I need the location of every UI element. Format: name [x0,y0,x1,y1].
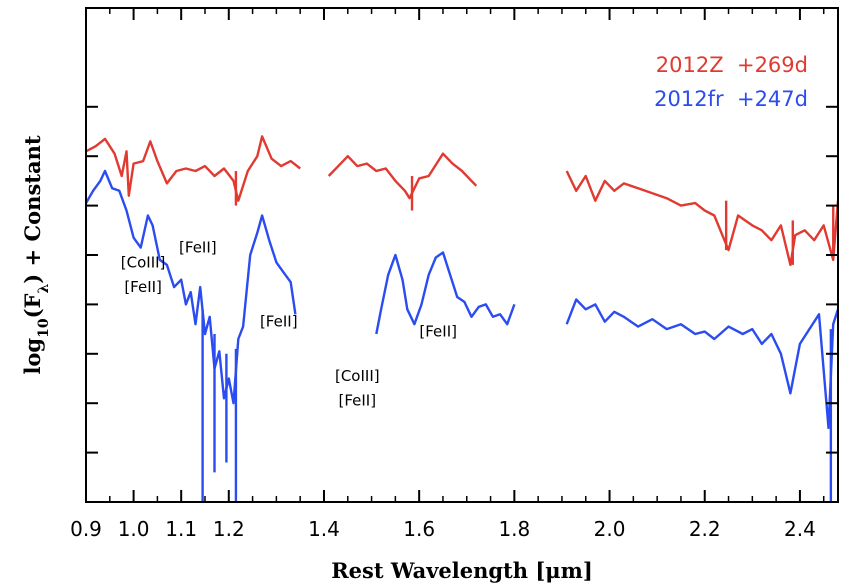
legend: 2012Z +269d 2012fr +247d [654,53,808,111]
line-label: [FeII] [260,313,298,331]
series-1-segment-0 [86,169,297,405]
y-axis-title: log10(Fλ) + Constant [20,135,52,374]
x-tick-label: 1.6 [403,517,435,541]
series-0-segment-1 [327,152,478,200]
x-axis-title: Rest Wavelength [μm] [331,558,593,583]
line-label: [CoIII] [335,367,380,385]
series-1-segment-2 [565,298,838,430]
line-label: [FeII] [338,392,376,410]
x-tick-label: 2.4 [784,517,816,541]
x-tick-label: 1.8 [498,517,530,541]
line-label: [FeII] [419,323,457,341]
x-tick-label: 1.0 [118,517,150,541]
axes: 0.9 1.0 1.1 1.2 1.4 1.6 1.8 2.0 2.2 2.4 [70,8,838,541]
series-0-segment-2 [565,170,838,267]
y-axis-title-constant: ) + Constant [20,135,45,284]
legend-entry-2012fr: 2012fr +247d [654,87,808,111]
x-tick-label: 1.1 [165,517,197,541]
series-1-segment-1 [375,251,516,335]
x-tick-label: 0.9 [70,517,102,541]
line-label: [FeII] [124,278,162,296]
y-axis-title-f: (F [20,293,45,318]
y-axis-title-sub10: 10 [36,318,52,338]
x-tick-label: 1.4 [308,517,340,541]
x-tick-label: 1.2 [213,517,245,541]
line-annotations: [CoIII] [FeII] [FeII] [FeII] [FeII] [CoIII] [F… [121,239,457,410]
x-tick-label: 2.0 [594,517,626,541]
y-axis-title-log: log [20,338,45,375]
line-label: [FeII] [179,239,217,257]
plot-content [86,135,838,502]
line-label: [CoIII] [121,253,166,271]
x-tick-label: 2.2 [689,517,721,541]
y-axis-title-sublambda: λ [36,284,52,294]
series-0-segment-0 [86,135,301,202]
legend-entry-2012z: 2012Z +269d [656,53,808,77]
